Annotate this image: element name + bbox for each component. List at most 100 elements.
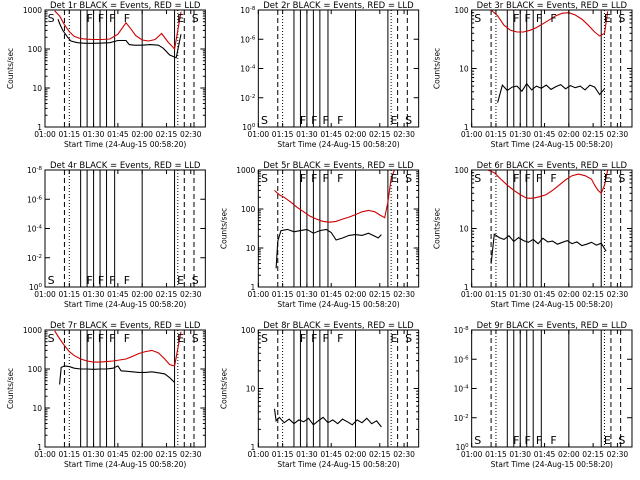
x-tick-label: 01:30: [296, 290, 318, 299]
x-axis-label: Start Time (24-Aug-15 00:58:20): [64, 140, 186, 149]
phase-marker: F: [124, 332, 130, 345]
lld-line: [54, 330, 182, 367]
phase-marker: F: [300, 172, 306, 185]
x-tick-label: 01:45: [320, 290, 342, 299]
x-tick-label: 02:30: [180, 130, 202, 139]
x-tick-label: 01:00: [248, 290, 270, 299]
x-tick-label: 01:15: [485, 130, 507, 139]
x-tick-label: 01:30: [509, 290, 531, 299]
x-tick-label: 01:00: [34, 130, 56, 139]
panel-title: Det 3r BLACK = Events, RED = LLD: [477, 1, 628, 11]
y-tick-label: 1: [464, 283, 469, 292]
lld-line: [54, 10, 182, 51]
phase-marker: E: [604, 172, 611, 185]
x-tick-label: 02:15: [582, 130, 604, 139]
lld-line: [274, 169, 395, 223]
plot-frame: [44, 329, 206, 448]
y-tick-label: 100: [28, 365, 43, 374]
y-tick-label: 100: [241, 326, 256, 335]
y-tick-label: 100: [454, 166, 469, 175]
phase-marker: E: [391, 172, 398, 185]
events-line: [497, 82, 605, 103]
y-tick-label: 10-2: [240, 94, 255, 103]
phase-marker: F: [536, 12, 542, 25]
events-line: [59, 365, 175, 385]
x-tick-label: 02:30: [393, 450, 415, 459]
y-tick-label: 10: [246, 385, 256, 394]
phase-marker: F: [322, 172, 328, 185]
y-tick-label: 10: [32, 84, 42, 93]
x-tick-label: 01:30: [83, 450, 105, 459]
phase-marker: E: [391, 114, 398, 127]
panel-title: Det 4r BLACK = Events, RED = LLD: [50, 161, 201, 171]
y-tick-label: 1: [251, 283, 256, 292]
phase-marker: S: [192, 274, 199, 287]
x-tick-label: 02:30: [393, 130, 415, 139]
y-tick-label: 10-4: [240, 65, 256, 74]
phase-marker: S: [618, 434, 625, 447]
panel-title: Det 8r BLACK = Events, RED = LLD: [263, 321, 414, 331]
phase-marker: F: [337, 114, 343, 127]
x-tick-label: 02:15: [156, 130, 178, 139]
x-tick-label: 02:30: [180, 290, 202, 299]
y-tick-label: 10: [459, 225, 469, 234]
x-tick-label: 01:00: [34, 450, 56, 459]
phase-marker: F: [550, 12, 556, 25]
phase-marker: F: [109, 12, 115, 25]
x-tick-label: 01:15: [485, 290, 507, 299]
y-tick-label: 100: [241, 205, 256, 214]
phase-marker: F: [300, 332, 306, 345]
phase-marker: S: [405, 332, 412, 345]
y-tick-label: 10-2: [27, 254, 42, 263]
y-tick-label: 10-6: [27, 195, 43, 204]
x-tick-label: 01:15: [485, 450, 507, 459]
phase-marker: F: [124, 12, 130, 25]
y-tick-label: 100: [242, 123, 256, 132]
events-line: [275, 228, 382, 269]
x-tick-label: 01:00: [34, 290, 56, 299]
y-tick-label: 100: [29, 283, 43, 292]
phase-marker: F: [337, 332, 343, 345]
phase-marker: F: [300, 114, 306, 127]
y-tick-label: 100: [456, 443, 470, 452]
x-tick-label: 01:00: [461, 450, 483, 459]
y-tick-label: 1: [37, 123, 42, 132]
phase-marker: F: [337, 172, 343, 185]
phase-marker: S: [192, 332, 199, 345]
x-tick-label: 02:00: [345, 130, 367, 139]
phase-marker: S: [474, 12, 481, 25]
phase-marker: S: [48, 332, 55, 345]
y-tick-label: 10-4: [454, 385, 470, 394]
x-axis-label: Start Time (24-Aug-15 00:58:20): [491, 300, 613, 309]
phase-marker: F: [98, 274, 104, 287]
x-tick-label: 02:15: [156, 450, 178, 459]
x-tick-label: 02:30: [607, 290, 629, 299]
phase-marker: S: [48, 12, 55, 25]
x-tick-label: 01:15: [58, 450, 80, 459]
events-line: [490, 233, 607, 264]
x-tick-label: 02:30: [180, 450, 202, 459]
phase-marker: E: [177, 12, 184, 25]
phase-marker: F: [124, 274, 130, 287]
y-tick-label: 100: [28, 45, 43, 54]
x-tick-label: 01:30: [509, 450, 531, 459]
x-tick-label: 01:45: [107, 130, 129, 139]
phase-marker: S: [405, 172, 412, 185]
panel-title: Det 5r BLACK = Events, RED = LLD: [263, 161, 414, 171]
phase-marker: F: [109, 332, 115, 345]
y-tick-label: 10-8: [454, 326, 470, 335]
x-axis-label: Start Time (24-Aug-15 00:58:20): [277, 460, 399, 469]
y-tick-label: 1: [464, 123, 469, 132]
y-axis-label: Counts/sec: [433, 48, 442, 89]
y-tick-label: 1000: [23, 6, 42, 15]
x-tick-label: 01:45: [320, 450, 342, 459]
phase-marker: F: [550, 172, 556, 185]
x-tick-label: 01:15: [272, 290, 294, 299]
events-line: [57, 19, 182, 59]
phase-marker: F: [311, 172, 317, 185]
